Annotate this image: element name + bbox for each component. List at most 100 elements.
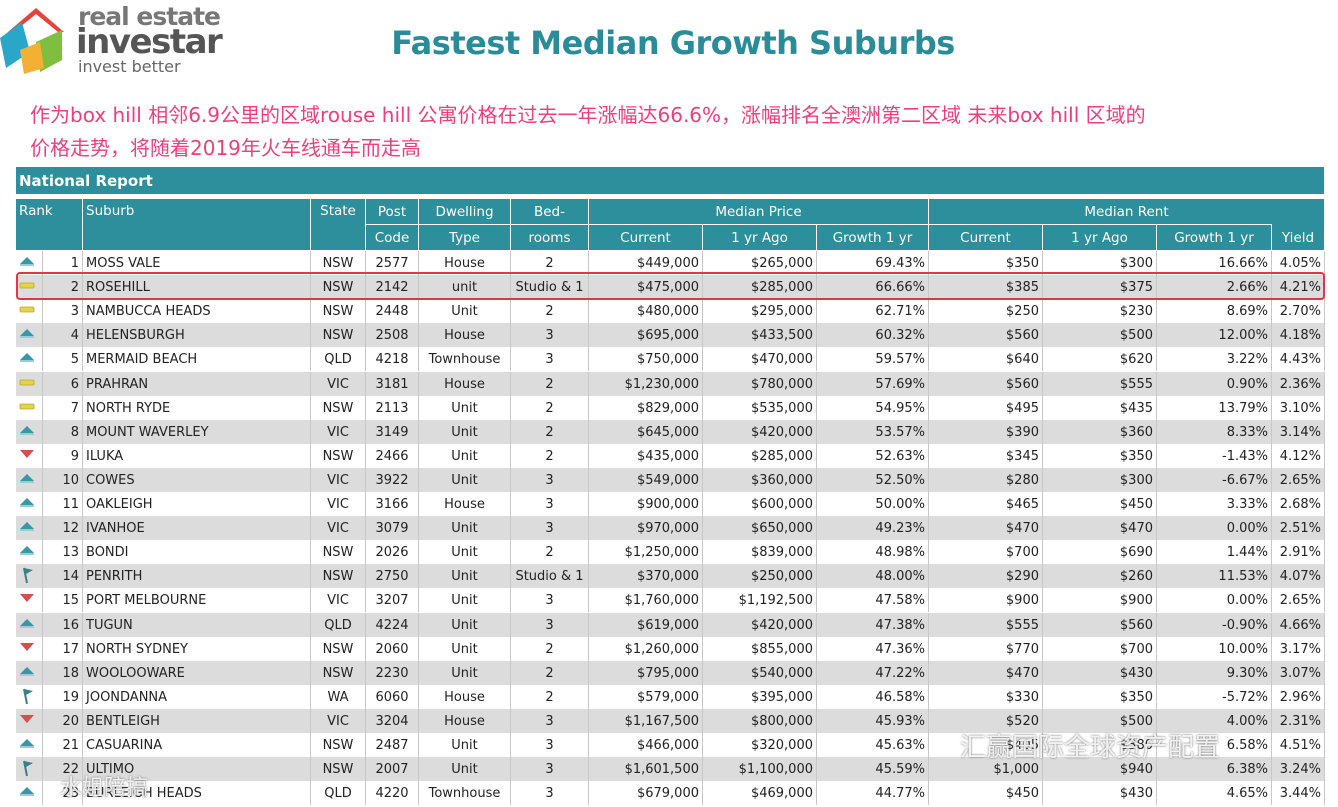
table-cell: $700 [929, 540, 1043, 565]
table-cell: $290 [929, 564, 1043, 589]
table-cell: 4.12% [1272, 443, 1325, 468]
table-cell: NSW [311, 251, 366, 275]
table-cell: 0.00% [1157, 516, 1272, 541]
table-cell: NSW [311, 564, 366, 589]
table-cell: 3 [511, 781, 589, 806]
table-cell: $435,000 [589, 443, 703, 468]
table-cell: 69.43% [817, 251, 929, 275]
trend-icon [16, 419, 43, 444]
table-cell: $1,260,000 [589, 636, 703, 661]
trend-icon-shape [20, 257, 34, 266]
table-cell: OAKLEIGH [83, 492, 311, 516]
table-cell: $470 [929, 660, 1043, 685]
table-cell: 11 [43, 492, 83, 516]
table-cell: 3.10% [1272, 395, 1325, 420]
table-row: 23 BURLEIGH HEADS QLD 4220 Townhouse 3 $679,00… [16, 781, 1325, 806]
table-cell: $330 [929, 684, 1043, 709]
table-cell: 48.00% [817, 564, 929, 589]
table-cell: Unit [419, 636, 511, 661]
table-row: 16 TUGUN QLD 4224 Unit 3 $619,000 $420,000 47.38… [16, 612, 1325, 637]
trend-icon [16, 781, 43, 806]
table-cell: ILUKA [83, 443, 311, 468]
trend-icon-shape [20, 473, 34, 483]
table-cell: COWES [83, 467, 311, 492]
table-row: 17 NORTH SYDNEY NSW 2060 Unit 2 $1,260,000 $855… [16, 636, 1325, 661]
table-cell: 8 [43, 419, 83, 444]
table-cell: 3.33% [1157, 492, 1272, 516]
trend-icon [16, 708, 43, 733]
table-cell: 47.36% [817, 636, 929, 661]
table-cell: 45.59% [817, 757, 929, 782]
table-cell: 8.69% [1157, 299, 1272, 324]
table-row: 19 JOONDANNA WA 6060 House 2 $579,000 $395,000 4… [16, 684, 1325, 709]
trend-icon [16, 299, 43, 324]
table-cell: $770 [929, 636, 1043, 661]
table-cell: 4 [43, 323, 83, 348]
table-cell: 60.32% [817, 323, 929, 348]
table-cell: 3204 [366, 708, 419, 733]
table-cell: $700 [1043, 636, 1157, 661]
table-cell: 3.17% [1272, 636, 1325, 661]
table-row: 20 BENTLEIGH VIC 3204 House 3 $1,167,500 $800,0… [16, 708, 1325, 733]
table-row: 5 MERMAID BEACH QLD 4218 Townhouse 3 $750,000 $… [16, 347, 1325, 372]
table-cell: 4.65% [1157, 781, 1272, 806]
trend-icon [16, 733, 43, 757]
table-cell: 2.96% [1272, 684, 1325, 709]
table-cell: 2 [511, 636, 589, 661]
table-cell: 2.66% [1157, 275, 1272, 300]
table-cell: 1 [43, 251, 83, 275]
table-cell: 4.51% [1272, 733, 1325, 757]
table-cell: $645,000 [589, 419, 703, 444]
table-cell: 2 [511, 540, 589, 565]
logo-line2: investar [76, 22, 223, 62]
table-row: 2 ROSEHILL NSW 2142 unit Studio & 1 $475,000 $2… [16, 275, 1325, 300]
table-cell: MERMAID BEACH [83, 347, 311, 372]
table-row: 8 MOUNT WAVERLEY VIC 3149 Unit 2 $645,000 $420,… [16, 419, 1325, 444]
table-cell: NSW [311, 757, 366, 782]
table-cell: 53.57% [817, 419, 929, 444]
table-cell: PRAHRAN [83, 371, 311, 396]
table-cell: 62.71% [817, 299, 929, 324]
table-cell: $549,000 [589, 467, 703, 492]
table-cell: $829,000 [589, 395, 703, 420]
watermark: 水姐陪搞 [60, 776, 149, 801]
note-line: 价格走势，将随着2019年火车线通车而走高 [30, 136, 421, 160]
header-fill [1272, 199, 1325, 225]
table-cell: 21 [43, 733, 83, 757]
table-cell: 0.90% [1157, 371, 1272, 396]
table-cell: NSW [311, 540, 366, 565]
table-cell: 23 [43, 781, 83, 806]
table-cell: 3 [511, 323, 589, 348]
table-cell: 4.66% [1272, 612, 1325, 637]
table: National Report Rank Suburb State Post C… [16, 162, 1325, 807]
table-cell: $480,000 [589, 299, 703, 324]
header-cell: 1 yr Ago [1043, 225, 1157, 251]
table-cell: 2.91% [1272, 540, 1325, 565]
table-cell: VIC [311, 467, 366, 492]
table-cell: NSW [311, 733, 366, 757]
table-row: 6 PRAHRAN VIC 3181 House 2 $1,230,000 $780,000 5… [16, 371, 1325, 396]
table-cell: $420,000 [703, 612, 817, 637]
table-cell: $395,000 [703, 684, 817, 709]
trend-icon-shape [23, 688, 33, 704]
table-cell: 3.22% [1157, 347, 1272, 372]
table-cell: NSW [311, 395, 366, 420]
table-cell: Unit [419, 564, 511, 589]
table-cell: VIC [311, 708, 366, 733]
table-cell: NORTH SYDNEY [83, 636, 311, 661]
trend-icon [16, 443, 43, 468]
table-cell: $465 [929, 492, 1043, 516]
table-cell: 2508 [366, 323, 419, 348]
table-cell: Unit [419, 540, 511, 565]
table-cell: 3166 [366, 492, 419, 516]
table-cell: House [419, 684, 511, 709]
header-cell: Median Rent [929, 199, 1325, 225]
table-cell: 3181 [366, 371, 419, 396]
table-cell: $265,000 [703, 251, 817, 275]
trend-icon-shape [19, 379, 35, 385]
table-cell: Townhouse [419, 347, 511, 372]
table-cell: WOOLOOWARE [83, 660, 311, 685]
table-cell: $600,000 [703, 492, 817, 516]
table-cell: 3.44% [1272, 781, 1325, 806]
table-cell: 3 [511, 708, 589, 733]
